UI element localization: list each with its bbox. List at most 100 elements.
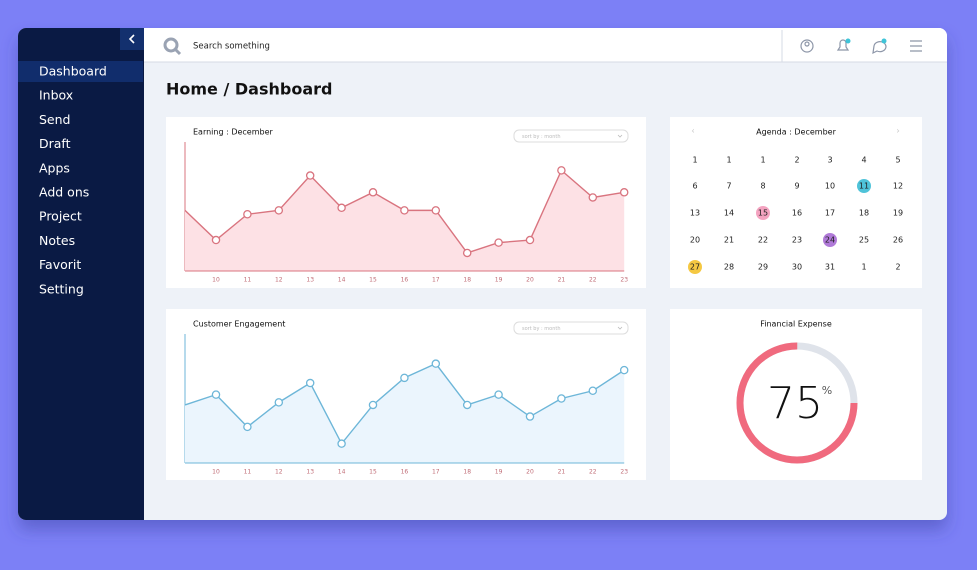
next-arrow[interactable]: › (896, 127, 900, 137)
x-tick-label: 15 (369, 469, 377, 476)
calendar-day[interactable]: 19 (893, 209, 903, 218)
calendar-day[interactable]: 15 (758, 209, 768, 218)
chat-icon[interactable] (872, 41, 887, 55)
calendar-day[interactable]: 10 (825, 182, 835, 191)
calendar-day[interactable]: 17 (825, 209, 835, 218)
prev-arrow[interactable]: ‹ (691, 127, 695, 137)
collapse-button[interactable] (120, 28, 144, 50)
calendar-day[interactable]: 13 (690, 209, 700, 218)
x-tick-label: 12 (275, 277, 283, 284)
point (211, 390, 221, 399)
sidebar-item[interactable]: Notes (39, 233, 75, 248)
bell-badge (845, 38, 851, 44)
calendar-day[interactable]: 18 (859, 209, 869, 218)
donut-unit: % (822, 384, 832, 397)
point (400, 373, 409, 383)
point (619, 365, 629, 375)
chart-title: Customer Engagement (193, 320, 285, 329)
sidebar-item[interactable]: Draft (39, 136, 71, 151)
calendar-day[interactable]: 5 (895, 156, 900, 165)
point (588, 386, 598, 396)
point (337, 203, 346, 213)
calendar-day[interactable]: 23 (792, 236, 802, 245)
sidebar-item[interactable]: Setting (39, 281, 84, 296)
calendar-day[interactable]: 27 (690, 263, 700, 272)
calendar-day[interactable]: 3 (827, 156, 832, 165)
calendar-day[interactable]: 6 (692, 182, 697, 191)
calendar-day[interactable]: 21 (724, 236, 734, 245)
calendar-day[interactable]: 11 (859, 182, 869, 191)
x-tick-label: 19 (495, 469, 503, 476)
sidebar-item[interactable]: Apps (39, 160, 70, 175)
calendar-day[interactable]: 14 (724, 209, 734, 218)
search-placeholder[interactable]: Search something (193, 42, 270, 52)
x-tick-label: 10 (212, 469, 220, 476)
point (494, 238, 503, 247)
calendar-day[interactable]: 1 (760, 156, 765, 165)
x-tick-label: 20 (526, 277, 534, 284)
x-tick-label: 19 (495, 277, 503, 284)
point (368, 188, 378, 197)
active-item-bg (18, 61, 143, 82)
sidebar-item[interactable]: Send (39, 112, 70, 127)
x-tick-label: 23 (620, 469, 628, 476)
calendar-title: Agenda : December (756, 128, 837, 137)
calendar-day[interactable]: 7 (726, 182, 731, 191)
calendar-day[interactable]: 28 (724, 263, 734, 272)
bell-icon[interactable] (836, 39, 850, 51)
calendar-day[interactable]: 22 (758, 236, 768, 245)
x-tick-label: 13 (306, 469, 314, 476)
calendar-day[interactable]: 9 (794, 182, 799, 191)
calendar-day[interactable]: 29 (758, 263, 768, 272)
search-icon-handle (173, 47, 182, 56)
dropdown-caret (617, 326, 623, 330)
sort-dropdown[interactable] (513, 129, 629, 143)
calendar-day[interactable]: 4 (861, 156, 866, 165)
menu-icon[interactable] (910, 40, 922, 52)
calendar-day[interactable]: 1 (726, 156, 731, 165)
calendar-day[interactable]: 24 (825, 236, 835, 245)
calendar-day[interactable]: 31 (825, 263, 835, 272)
calendar-day[interactable]: 1 (861, 263, 866, 272)
profile-icon-head (804, 41, 810, 47)
sidebar-item[interactable]: Project (39, 209, 82, 224)
x-tick-label: 21 (558, 469, 566, 476)
calendar-day[interactable]: 12 (893, 182, 903, 191)
sort-dropdown[interactable] (513, 321, 629, 335)
x-tick-label: 11 (244, 277, 252, 284)
sidebar-item[interactable]: Inbox (39, 88, 73, 103)
point (305, 378, 315, 388)
x-tick-label: 15 (369, 277, 377, 284)
calendar-day[interactable]: 20 (690, 236, 700, 245)
profile-icon[interactable] (800, 39, 814, 53)
point (462, 248, 472, 258)
sidebar-item[interactable]: Dashboard (39, 64, 107, 79)
point (305, 171, 315, 180)
x-tick-label: 17 (432, 277, 440, 284)
x-tick-label: 12 (275, 469, 283, 476)
search-icon[interactable] (163, 37, 179, 53)
x-tick-label: 22 (589, 469, 597, 476)
calendar-day[interactable]: 8 (760, 182, 765, 191)
calendar-day[interactable]: 2 (895, 263, 900, 272)
calendar-day[interactable]: 2 (794, 156, 799, 165)
calendar-day[interactable]: 30 (792, 263, 802, 272)
chart-title: Financial Expense (760, 320, 832, 329)
day-highlight (823, 233, 837, 247)
sidebar-item[interactable]: Favorit (39, 257, 81, 272)
sidebar (18, 28, 144, 520)
point (274, 206, 284, 215)
x-tick-label: 22 (589, 277, 597, 284)
x-tick-label: 18 (463, 469, 471, 476)
x-tick-label: 14 (338, 469, 346, 476)
calendar-day[interactable]: 16 (792, 209, 802, 218)
sidebar-item[interactable]: Add ons (39, 185, 89, 200)
point (431, 206, 441, 215)
sort-label: sort by : month (522, 326, 561, 332)
point (431, 359, 441, 368)
calendar-day[interactable]: 26 (893, 236, 903, 245)
point (525, 412, 535, 421)
calendar-day[interactable]: 25 (859, 236, 869, 245)
calendar-day[interactable]: 1 (692, 156, 697, 165)
